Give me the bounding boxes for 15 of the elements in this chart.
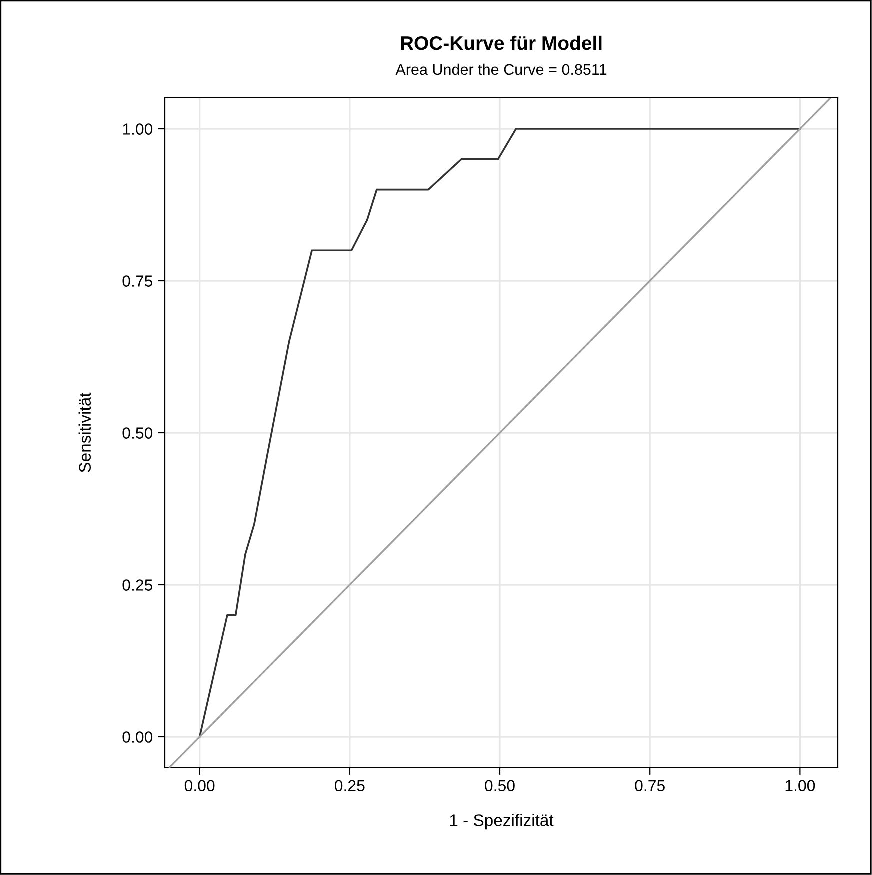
y-tick-label: 0.50 — [122, 428, 153, 439]
y-tick-label: 0.25 — [122, 580, 153, 591]
x-tick-label: 0.25 — [334, 780, 365, 792]
x-tick-label: 0.75 — [635, 780, 665, 792]
x-tick-label: 0.00 — [184, 780, 215, 792]
y-axis-title: Sensitivität — [78, 392, 92, 473]
chart-subtitle: Area Under the Curve = 0.8511 — [396, 64, 607, 76]
y-tick-label: 0.00 — [122, 732, 153, 743]
y-tick-label: 1.00 — [123, 124, 153, 135]
y-tick-label: 0.75 — [122, 276, 153, 287]
x-tick-label: 1.00 — [786, 780, 816, 792]
x-tick-label: 0.50 — [485, 780, 515, 792]
x-axis-title: 1 - Spezifizität — [450, 814, 554, 830]
chart-title: ROC-Kurve für Modell — [401, 36, 602, 50]
line-series — [198, 128, 802, 738]
